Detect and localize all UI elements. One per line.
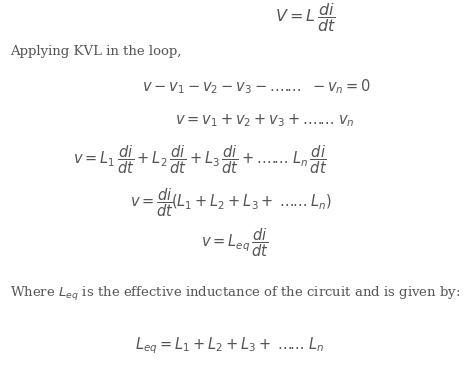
Text: $v - v_{1} - v_{2} - v_{3} -. \!\ldots\!\ldots\;\; - v_{n} = 0$: $v - v_{1} - v_{2} - v_{3} -. \!\ldots\!…	[142, 77, 371, 96]
Text: $v = \dfrac{di}{dt}\!\left(L_{1} + L_{2} + L_{3} + \;\ldots\!\ldots\; L_{n}\righ: $v = \dfrac{di}{dt}\!\left(L_{1} + L_{2}…	[130, 187, 333, 219]
Text: $v = L_{1}\,\dfrac{di}{dt} + L_{2}\,\dfrac{di}{dt} + L_{3}\,\dfrac{di}{dt} +.\!\: $v = L_{1}\,\dfrac{di}{dt} + L_{2}\,\dfr…	[73, 143, 328, 175]
Text: $L_{eq} = L_{1} + L_{2} + L_{3} + \;\ldots\!\ldots\; L_{n}$: $L_{eq} = L_{1} + L_{2} + L_{3} + \;\ldo…	[135, 335, 324, 356]
Text: $V = L\,\dfrac{di}{dt}$: $V = L\,\dfrac{di}{dt}$	[275, 1, 336, 34]
Text: Applying KVL in the loop,: Applying KVL in the loop,	[10, 45, 182, 58]
Text: Where $L_{eq}$ is the effective inductance of the circuit and is given by:: Where $L_{eq}$ is the effective inductan…	[10, 285, 461, 303]
Text: $v = v_{1} + v_{2} + v_{3} +.\!\ldots\!\ldots\; v_{n}$: $v = v_{1} + v_{2} + v_{3} +.\!\ldots\!\…	[175, 113, 355, 129]
Text: $v = L_{eq}\,\dfrac{di}{dt}$: $v = L_{eq}\,\dfrac{di}{dt}$	[201, 227, 269, 259]
